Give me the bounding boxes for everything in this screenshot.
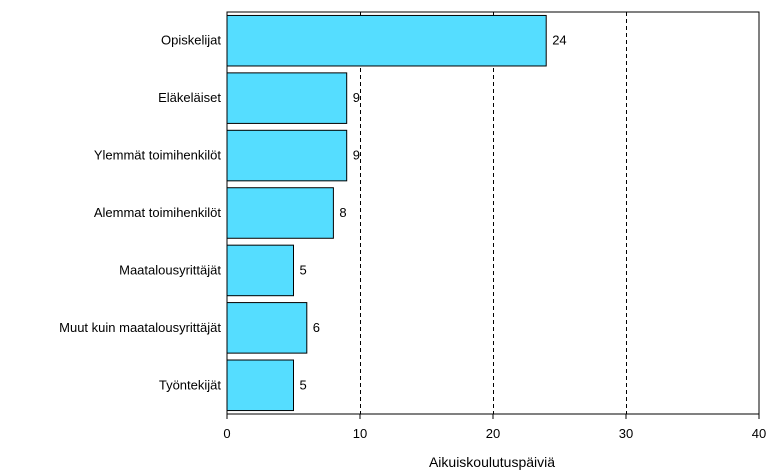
x-tick-label: 0 [223,426,230,441]
data-label: 5 [300,377,307,392]
category-label: Alemmat toimihenkilöt [94,205,222,220]
x-tick-label: 10 [353,426,367,441]
bar [226,302,308,354]
category-label: Maatalousyrittäjät [119,262,221,277]
x-tick-label: 20 [486,426,500,441]
data-label: 5 [300,262,307,277]
data-label: 6 [313,320,320,335]
category-label: Eläkeläiset [158,90,221,105]
bar [226,14,547,67]
category-label: Ylemmät toimihenkilöt [94,148,222,163]
category-label: Muut kuin maatalousyrittäjät [59,320,221,335]
x-axis-title: Aikuiskoulutuspäiviä [429,454,555,470]
data-label: 9 [353,90,360,105]
bar [226,244,294,297]
data-label: 8 [339,205,346,220]
category-label: Työntekijät [159,377,222,392]
bar [226,359,294,412]
data-label: 9 [353,148,360,163]
bar [226,129,348,182]
plot-layer: Opiskelijat 24 Eläkeläiset 9 Ylemmät toimihe… [59,11,766,441]
bar [226,187,334,239]
x-tick-label: 40 [752,426,766,441]
data-label: 24 [552,33,566,48]
x-tick-label: 30 [619,426,633,441]
category-label: Opiskelijat [161,33,221,48]
bar [226,72,348,124]
